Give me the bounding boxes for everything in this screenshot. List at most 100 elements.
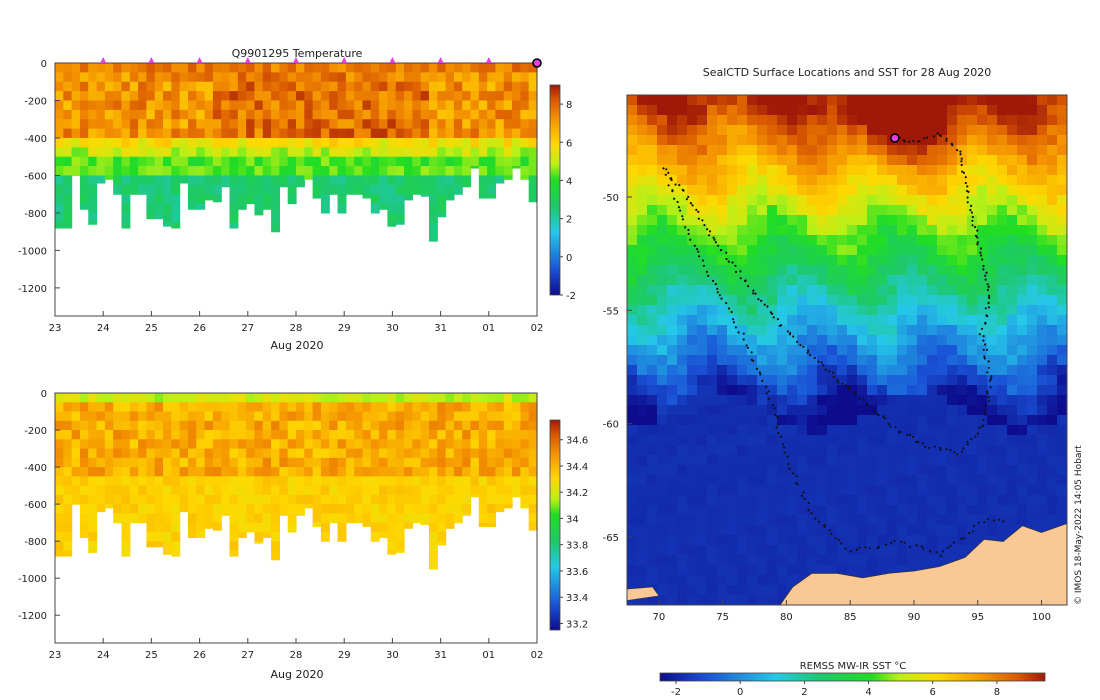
sst-cell <box>677 445 688 456</box>
track-point <box>982 424 985 427</box>
sst-cell <box>727 595 738 605</box>
track-point <box>945 139 948 142</box>
x-tick-label: 25 <box>145 650 158 661</box>
sst-cell <box>897 525 908 536</box>
profile-cell <box>379 128 389 139</box>
sst-cell <box>777 535 788 546</box>
track-point <box>939 448 942 451</box>
sst-cell <box>907 195 918 206</box>
sst-cell <box>857 165 868 176</box>
track-point <box>875 412 878 415</box>
profile-cell <box>187 100 197 111</box>
sst-cell <box>677 135 688 146</box>
profile-cell <box>163 420 172 431</box>
profile-cell <box>296 457 305 468</box>
profile-cell <box>354 411 364 422</box>
profile-cell <box>229 494 239 505</box>
profile-cell <box>412 63 422 73</box>
sst-cell <box>667 255 678 266</box>
profile-cell <box>163 156 172 167</box>
sst-cell <box>1037 225 1048 236</box>
sst-cell <box>677 485 688 496</box>
colorbar-tick-label: 33.4 <box>566 593 588 604</box>
profile-cell <box>262 430 272 440</box>
sst-cell <box>887 305 898 316</box>
sst-cell <box>797 285 808 296</box>
sst-cell <box>917 95 928 106</box>
profile-cell <box>445 430 455 440</box>
sst-cell <box>627 335 638 346</box>
sst-cell <box>1027 465 1038 476</box>
profile-cell <box>362 420 372 431</box>
sst-cell <box>907 305 918 316</box>
sst-cell <box>967 495 978 506</box>
profile-cell <box>404 457 413 468</box>
profile-cell <box>320 448 330 459</box>
profile-cell <box>445 128 455 139</box>
profile-cell <box>163 63 172 73</box>
profile-cell <box>478 467 488 477</box>
profile-cell <box>478 494 488 505</box>
sst-cell <box>667 155 678 166</box>
sst-cell <box>857 495 868 506</box>
profile-cell <box>113 175 123 186</box>
sst-cell <box>667 395 678 406</box>
profile-cell <box>495 81 505 92</box>
profile-cell <box>428 559 438 570</box>
profile-cell <box>345 430 355 440</box>
profile-cell <box>337 485 347 496</box>
sst-cell <box>677 125 688 136</box>
track-point <box>786 455 789 458</box>
profile-cell <box>121 203 131 214</box>
sst-cell <box>1017 275 1028 286</box>
sst-cell <box>637 185 648 196</box>
profile-cell <box>304 147 314 158</box>
sst-cell <box>997 355 1008 366</box>
sst-cell <box>687 335 698 346</box>
sst-cell <box>757 595 768 605</box>
profile-cell <box>113 494 123 505</box>
profile-cell <box>221 91 231 102</box>
sst-cell <box>717 465 728 476</box>
sst-cell <box>957 175 968 186</box>
profile-cell <box>63 467 73 477</box>
sst-cell <box>917 225 928 236</box>
track-point <box>788 333 792 336</box>
profile-cell <box>379 184 389 195</box>
sst-cell <box>697 95 708 106</box>
sst-cell <box>937 445 948 456</box>
sst-cell <box>717 475 728 486</box>
profile-cell <box>237 494 247 505</box>
profile-cell <box>312 119 322 130</box>
sst-cell <box>897 545 908 556</box>
sst-cell <box>947 375 958 386</box>
profile-cell <box>88 63 98 73</box>
sst-cell <box>687 435 698 446</box>
profile-cell <box>138 402 148 413</box>
profile-cell <box>146 513 156 524</box>
profile-cell <box>453 448 463 459</box>
profile-cell <box>154 476 164 487</box>
profile-cell <box>271 63 280 73</box>
sst-cell <box>777 395 788 406</box>
sst-cell <box>807 375 818 386</box>
sst-cell <box>787 495 798 506</box>
profile-cell <box>79 203 89 210</box>
profile-cell <box>262 166 272 177</box>
sst-cell <box>917 245 928 256</box>
profile-cell <box>229 457 239 468</box>
profile-cell <box>262 467 272 477</box>
sst-cell <box>677 465 688 476</box>
profile-cell <box>329 448 339 459</box>
track-point <box>982 418 985 422</box>
sst-cell <box>1047 115 1058 126</box>
sst-cell <box>877 225 888 236</box>
sst-cell <box>787 225 798 236</box>
sst-cell <box>847 405 858 416</box>
profile-cell <box>96 100 106 111</box>
profile-cell <box>187 513 197 524</box>
profile-cell <box>320 91 330 102</box>
sst-cell <box>667 345 678 356</box>
profile-cell <box>337 522 347 533</box>
profile-cell <box>171 212 181 223</box>
